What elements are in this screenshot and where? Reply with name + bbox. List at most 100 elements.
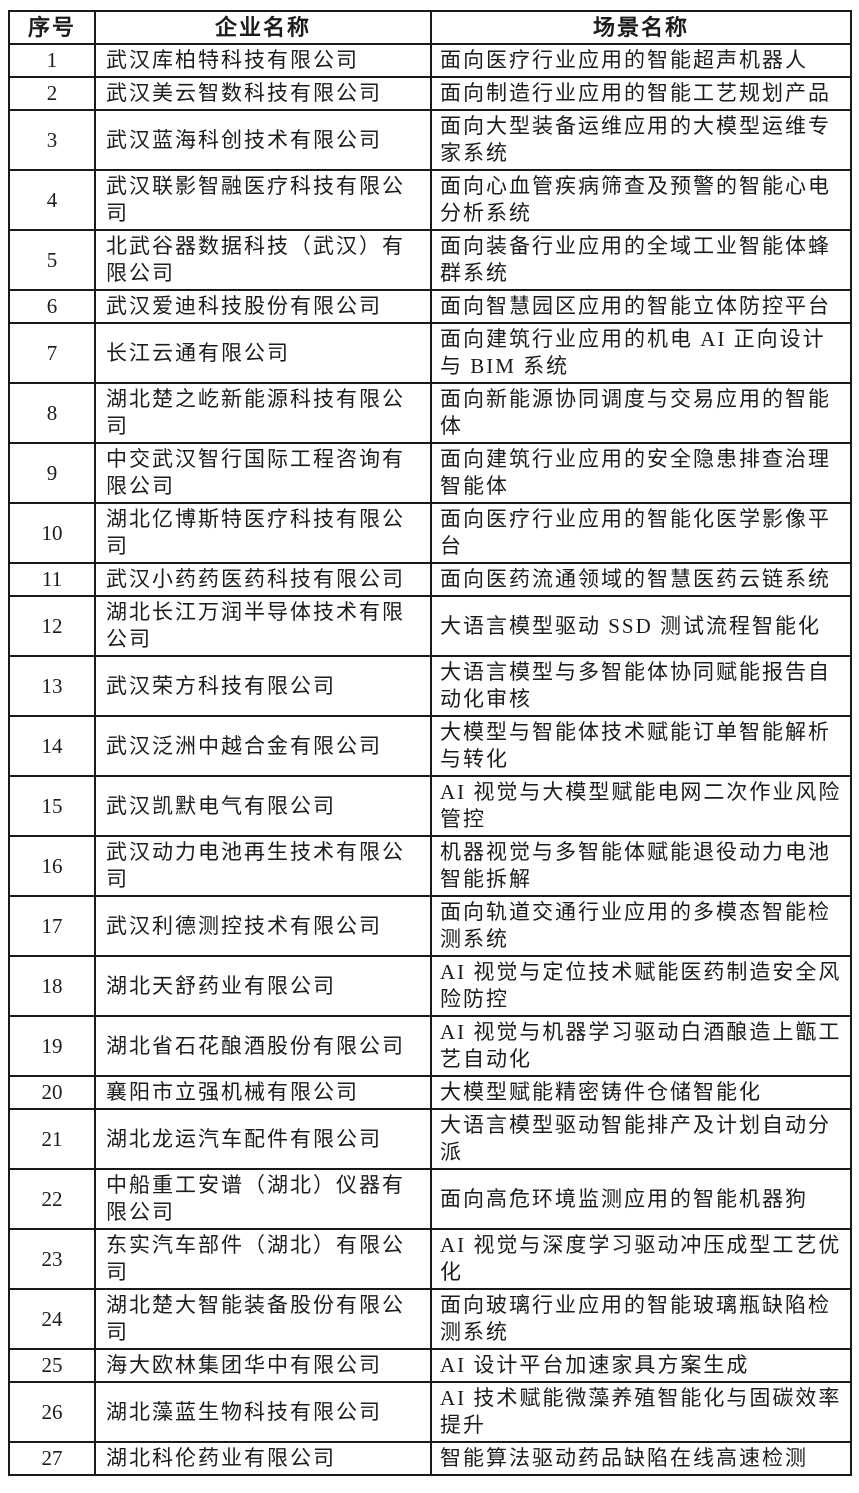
company-name-cell: 东实汽车部件（湖北）有限公司 (94, 1228, 432, 1290)
scene-name-cell: 面向装备行业应用的全域工业智能体蜂群系统 (430, 229, 852, 291)
row-index-cell: 27 (8, 1441, 96, 1476)
row-index-cell: 17 (8, 895, 96, 957)
scene-name-cell: 大语言模型驱动智能排产及计划自动分派 (430, 1108, 852, 1170)
company-name-cell: 长江云通有限公司 (94, 322, 432, 384)
scene-name-cell: 面向新能源协同调度与交易应用的智能体 (430, 382, 852, 444)
row-index-cell: 4 (8, 169, 96, 231)
row-index-cell: 2 (8, 76, 96, 111)
table-row: 23 东实汽车部件（湖北）有限公司 AI 视觉与深度学习驱动冲压成型工艺优化 (8, 1228, 852, 1290)
company-name-cell: 武汉联影智融医疗科技有限公司 (94, 169, 432, 231)
scene-name-cell: 大语言模型与多智能体协同赋能报告自动化审核 (430, 655, 852, 717)
table-body: 1 武汉库柏特科技有限公司 面向医疗行业应用的智能超声机器人 2 武汉美云智数科技有限公… (8, 43, 852, 1476)
scene-name-cell: 面向心血管疾病筛查及预警的智能心电分析系统 (430, 169, 852, 231)
row-index-cell: 19 (8, 1015, 96, 1077)
table-row: 7 长江云通有限公司 面向建筑行业应用的机电 AI 正向设计与 BIM 系统 (8, 322, 852, 384)
row-index-cell: 10 (8, 502, 96, 564)
company-name-cell: 湖北天舒药业有限公司 (94, 955, 432, 1017)
table-header: 序号 企业名称 场景名称 (8, 10, 852, 45)
company-name-cell: 武汉爱迪科技股份有限公司 (94, 289, 432, 324)
row-index-cell: 18 (8, 955, 96, 1017)
table-row: 5 北武谷器数据科技（武汉）有限公司 面向装备行业应用的全域工业智能体蜂群系统 (8, 229, 852, 291)
scene-name-cell: 智能算法驱动药品缺陷在线高速检测 (430, 1441, 852, 1476)
table-row: 26 湖北藻蓝生物科技有限公司 AI 技术赋能微藻养殖智能化与固碳效率提升 (8, 1381, 852, 1443)
row-index-cell: 16 (8, 835, 96, 897)
company-name-cell: 武汉凯默电气有限公司 (94, 775, 432, 837)
row-index-cell: 8 (8, 382, 96, 444)
row-index-cell: 26 (8, 1381, 96, 1443)
scene-name-cell: AI 视觉与机器学习驱动白酒酿造上甑工艺自动化 (430, 1015, 852, 1077)
company-name-cell: 武汉荣方科技有限公司 (94, 655, 432, 717)
scene-name-cell: AI 技术赋能微藻养殖智能化与固碳效率提升 (430, 1381, 852, 1443)
table-row: 22 中船重工安谱（湖北）仪器有限公司 面向高危环境监测应用的智能机器狗 (8, 1168, 852, 1230)
column-header-company: 企业名称 (94, 10, 432, 45)
row-index-cell: 24 (8, 1288, 96, 1350)
scene-name-cell: 面向医药流通领域的智慧医药云链系统 (430, 562, 852, 597)
company-name-cell: 湖北楚之屹新能源科技有限公司 (94, 382, 432, 444)
table-row: 27 湖北科伦药业有限公司 智能算法驱动药品缺陷在线高速检测 (8, 1441, 852, 1476)
table-row: 14 武汉泛洲中越合金有限公司 大模型与智能体技术赋能订单智能解析与转化 (8, 715, 852, 777)
table-row: 16 武汉动力电池再生技术有限公司 机器视觉与多智能体赋能退役动力电池智能拆解 (8, 835, 852, 897)
table-row: 24 湖北楚大智能装备股份有限公司 面向玻璃行业应用的智能玻璃瓶缺陷检测系统 (8, 1288, 852, 1350)
company-name-cell: 中船重工安谱（湖北）仪器有限公司 (94, 1168, 432, 1230)
company-name-cell: 北武谷器数据科技（武汉）有限公司 (94, 229, 432, 291)
company-name-cell: 湖北龙运汽车配件有限公司 (94, 1108, 432, 1170)
scene-name-cell: 面向智慧园区应用的智能立体防控平台 (430, 289, 852, 324)
scene-name-cell: 大模型赋能精密铸件仓储智能化 (430, 1075, 852, 1110)
table-row: 21 湖北龙运汽车配件有限公司 大语言模型驱动智能排产及计划自动分派 (8, 1108, 852, 1170)
column-header-scene: 场景名称 (430, 10, 852, 45)
table-row: 6 武汉爱迪科技股份有限公司 面向智慧园区应用的智能立体防控平台 (8, 289, 852, 324)
row-index-cell: 25 (8, 1348, 96, 1383)
scene-name-cell: 大模型与智能体技术赋能订单智能解析与转化 (430, 715, 852, 777)
scene-name-cell: AI 设计平台加速家具方案生成 (430, 1348, 852, 1383)
scene-name-cell: 大语言模型驱动 SSD 测试流程智能化 (430, 595, 852, 657)
scene-name-cell: 面向玻璃行业应用的智能玻璃瓶缺陷检测系统 (430, 1288, 852, 1350)
row-index-cell: 9 (8, 442, 96, 504)
scene-name-cell: 机器视觉与多智能体赋能退役动力电池智能拆解 (430, 835, 852, 897)
scene-name-cell: 面向建筑行业应用的机电 AI 正向设计与 BIM 系统 (430, 322, 852, 384)
scene-name-cell: 面向医疗行业应用的智能化医学影像平台 (430, 502, 852, 564)
table-row: 15 武汉凯默电气有限公司 AI 视觉与大模型赋能电网二次作业风险管控 (8, 775, 852, 837)
row-index-cell: 22 (8, 1168, 96, 1230)
header-row: 序号 企业名称 场景名称 (8, 10, 852, 45)
table-row: 8 湖北楚之屹新能源科技有限公司 面向新能源协同调度与交易应用的智能体 (8, 382, 852, 444)
row-index-cell: 5 (8, 229, 96, 291)
scene-name-cell: AI 视觉与定位技术赋能医药制造安全风险防控 (430, 955, 852, 1017)
table-row: 2 武汉美云智数科技有限公司 面向制造行业应用的智能工艺规划产品 (8, 76, 852, 111)
table-row: 19 湖北省石花酿酒股份有限公司 AI 视觉与机器学习驱动白酒酿造上甑工艺自动化 (8, 1015, 852, 1077)
scene-name-cell: AI 视觉与大模型赋能电网二次作业风险管控 (430, 775, 852, 837)
table-row: 10 湖北亿博斯特医疗科技有限公司 面向医疗行业应用的智能化医学影像平台 (8, 502, 852, 564)
company-name-cell: 湖北长江万润半导体技术有限公司 (94, 595, 432, 657)
company-name-cell: 湖北省石花酿酒股份有限公司 (94, 1015, 432, 1077)
table-row: 11 武汉小药药医药科技有限公司 面向医药流通领域的智慧医药云链系统 (8, 562, 852, 597)
company-name-cell: 武汉库柏特科技有限公司 (94, 43, 432, 78)
row-index-cell: 21 (8, 1108, 96, 1170)
company-name-cell: 武汉动力电池再生技术有限公司 (94, 835, 432, 897)
table-row: 18 湖北天舒药业有限公司 AI 视觉与定位技术赋能医药制造安全风险防控 (8, 955, 852, 1017)
company-scenario-table: 序号 企业名称 场景名称 1 武汉库柏特科技有限公司 面向医疗行业应用的智能超声机器… (8, 10, 852, 1476)
table-row: 3 武汉蓝海科创技术有限公司 面向大型装备运维应用的大模型运维专家系统 (8, 109, 852, 171)
table-row: 1 武汉库柏特科技有限公司 面向医疗行业应用的智能超声机器人 (8, 43, 852, 78)
company-name-cell: 武汉利德测控技术有限公司 (94, 895, 432, 957)
company-name-cell: 武汉泛洲中越合金有限公司 (94, 715, 432, 777)
table-row: 25 海大欧林集团华中有限公司 AI 设计平台加速家具方案生成 (8, 1348, 852, 1383)
row-index-cell: 12 (8, 595, 96, 657)
scene-name-cell: 面向建筑行业应用的安全隐患排查治理智能体 (430, 442, 852, 504)
row-index-cell: 20 (8, 1075, 96, 1110)
row-index-cell: 14 (8, 715, 96, 777)
table-row: 13 武汉荣方科技有限公司 大语言模型与多智能体协同赋能报告自动化审核 (8, 655, 852, 717)
company-name-cell: 湖北科伦药业有限公司 (94, 1441, 432, 1476)
company-name-cell: 湖北楚大智能装备股份有限公司 (94, 1288, 432, 1350)
company-name-cell: 武汉蓝海科创技术有限公司 (94, 109, 432, 171)
scene-name-cell: 面向轨道交通行业应用的多模态智能检测系统 (430, 895, 852, 957)
table-row: 4 武汉联影智融医疗科技有限公司 面向心血管疾病筛查及预警的智能心电分析系统 (8, 169, 852, 231)
row-index-cell: 11 (8, 562, 96, 597)
table-row: 20 襄阳市立强机械有限公司 大模型赋能精密铸件仓储智能化 (8, 1075, 852, 1110)
scene-name-cell: 面向医疗行业应用的智能超声机器人 (430, 43, 852, 78)
row-index-cell: 23 (8, 1228, 96, 1290)
company-name-cell: 武汉小药药医药科技有限公司 (94, 562, 432, 597)
scene-name-cell: 面向高危环境监测应用的智能机器狗 (430, 1168, 852, 1230)
row-index-cell: 13 (8, 655, 96, 717)
company-name-cell: 海大欧林集团华中有限公司 (94, 1348, 432, 1383)
company-name-cell: 襄阳市立强机械有限公司 (94, 1075, 432, 1110)
